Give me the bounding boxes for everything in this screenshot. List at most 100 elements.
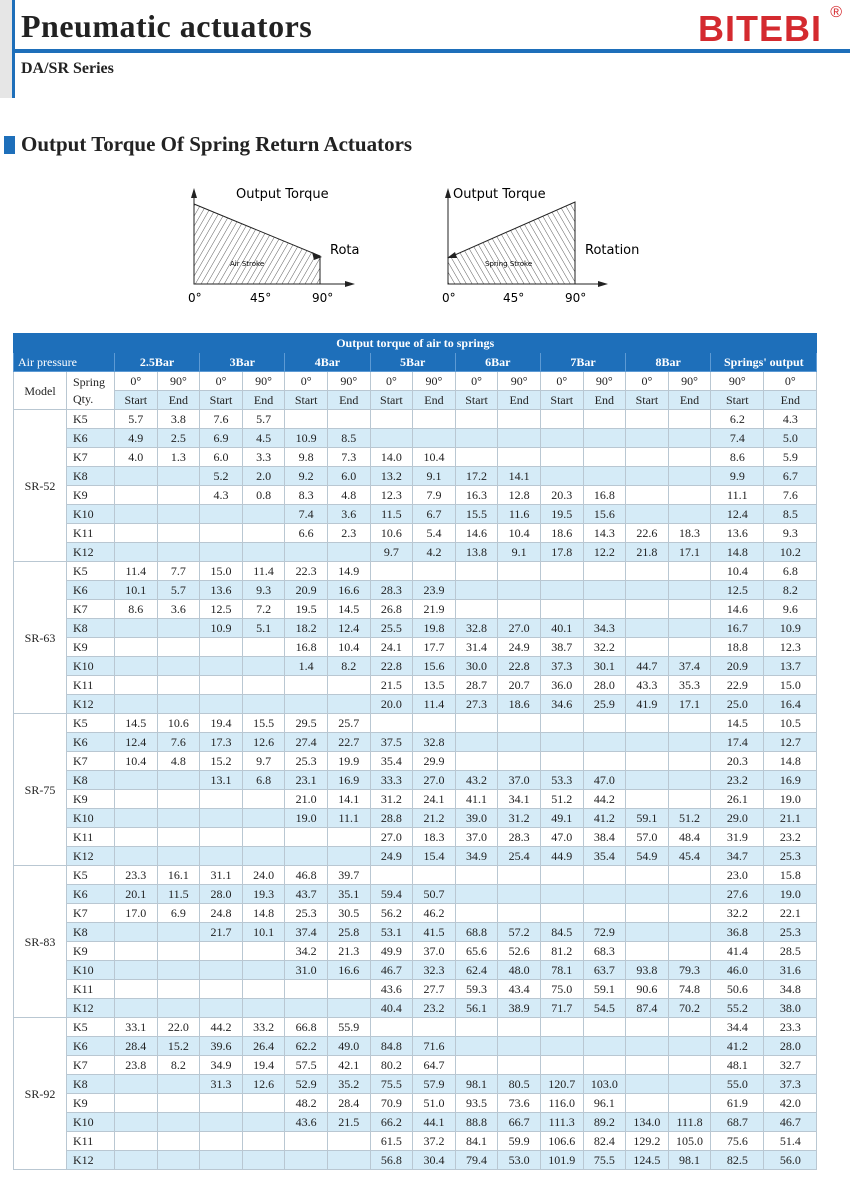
torque-value-cell: 9.8 bbox=[284, 447, 328, 467]
torque-value-cell bbox=[539, 466, 584, 486]
torque-value-cell bbox=[539, 1017, 584, 1037]
x-label: Rotation bbox=[330, 243, 360, 258]
torque-value-cell: 52.9 bbox=[284, 1074, 328, 1094]
y-label: Output Torque bbox=[236, 187, 329, 202]
torque-value-cell: 18.3 bbox=[412, 827, 456, 847]
torque-value-cell: 28.7 bbox=[454, 675, 499, 695]
torque-value-cell: 59.1 bbox=[625, 808, 669, 828]
torque-value-cell: 54.9 bbox=[625, 846, 669, 866]
torque-value-cell: 82.4 bbox=[582, 1131, 627, 1151]
torque-value-cell: 50.6 bbox=[710, 979, 765, 999]
torque-value-cell bbox=[199, 1112, 243, 1132]
position-header: End bbox=[667, 390, 712, 410]
torque-value-cell: 116.0 bbox=[539, 1093, 584, 1113]
table-row: K11 21.5 13.5 28.7 20.7 36.0 28.0 43.3 35.3 22.9 1… bbox=[14, 675, 818, 695]
torque-value-cell: 32.7 bbox=[763, 1055, 818, 1075]
spring-qty-cell: K10 bbox=[66, 656, 115, 676]
torque-value-cell: 23.2 bbox=[763, 827, 818, 847]
torque-value-cell: 34.2 bbox=[284, 941, 328, 961]
torque-value-cell bbox=[667, 561, 712, 581]
torque-value-cell: 75.5 bbox=[369, 1074, 414, 1094]
torque-value-cell: 79.4 bbox=[454, 1150, 499, 1170]
section-marker-icon bbox=[4, 136, 15, 154]
torque-value-cell: 29.5 bbox=[284, 713, 328, 733]
table-row: SR-92 K5 33.1 22.0 44.2 33.2 66.8 55.9 34.4 23.3 bbox=[13, 1017, 818, 1170]
torque-value-cell bbox=[284, 1150, 328, 1170]
torque-value-cell bbox=[625, 1074, 669, 1094]
torque-value-cell bbox=[582, 466, 627, 486]
torque-value-cell: 41.9 bbox=[625, 694, 669, 714]
spring-qty-cell: K8 bbox=[66, 770, 115, 790]
torque-value-cell: 29.9 bbox=[412, 751, 456, 771]
torque-value-cell: 80.5 bbox=[497, 1074, 541, 1094]
torque-value-cell: 56.0 bbox=[763, 1150, 818, 1170]
torque-value-cell: 19.9 bbox=[326, 751, 371, 771]
torque-value-cell: 14.1 bbox=[326, 789, 371, 809]
position-header: Start bbox=[369, 390, 414, 410]
torque-value-cell: 82.5 bbox=[710, 1150, 765, 1170]
torque-value-cell bbox=[241, 846, 286, 866]
torque-value-cell: 19.0 bbox=[763, 884, 818, 904]
torque-value-cell bbox=[454, 580, 499, 600]
torque-value-cell: 31.9 bbox=[710, 827, 765, 847]
torque-value-cell bbox=[539, 428, 584, 448]
torque-value-cell: 21.5 bbox=[326, 1112, 371, 1132]
torque-value-cell bbox=[625, 713, 669, 733]
torque-value-cell: 17.3 bbox=[199, 732, 243, 752]
torque-value-cell: 64.7 bbox=[412, 1055, 456, 1075]
spring-qty-cell: K12 bbox=[66, 846, 115, 866]
torque-value-cell bbox=[454, 865, 499, 885]
y-axis-arrow-icon bbox=[445, 188, 451, 198]
torque-value-cell: 5.0 bbox=[763, 428, 818, 448]
torque-value-cell bbox=[114, 694, 158, 714]
torque-value-cell: 96.1 bbox=[582, 1093, 627, 1113]
torque-value-cell: 2.5 bbox=[156, 428, 201, 448]
torque-value-cell: 8.3 bbox=[284, 485, 328, 505]
torque-value-cell: 28.5 bbox=[763, 941, 818, 961]
torque-value-cell: 6.0 bbox=[326, 466, 371, 486]
torque-value-cell: 3.6 bbox=[156, 599, 201, 619]
torque-value-cell bbox=[582, 428, 627, 448]
torque-value-cell: 71.7 bbox=[539, 998, 584, 1018]
torque-value-cell: 56.8 bbox=[369, 1150, 414, 1170]
spring-qty-cell: K9 bbox=[66, 637, 115, 657]
torque-value-cell: 53.1 bbox=[369, 922, 414, 942]
torque-value-cell: 48.2 bbox=[284, 1093, 328, 1113]
torque-value-cell: 14.6 bbox=[454, 523, 499, 543]
position-header: End bbox=[497, 390, 541, 410]
torque-value-cell bbox=[284, 675, 328, 695]
torque-value-cell bbox=[199, 694, 243, 714]
torque-value-cell bbox=[667, 1036, 712, 1056]
y-label: Output Torque bbox=[453, 187, 546, 202]
spring-qty-cell: K12 bbox=[66, 998, 115, 1018]
spring-qty-cell: K11 bbox=[66, 1131, 115, 1151]
torque-value-cell: 6.7 bbox=[412, 504, 456, 524]
table-row: K7 4.0 1.3 6.0 3.3 9.8 7.3 14.0 10.4 8.6 5.9 bbox=[14, 447, 818, 467]
torque-value-cell bbox=[114, 1112, 158, 1132]
torque-value-cell bbox=[625, 770, 669, 790]
torque-value-cell: 7.6 bbox=[199, 409, 243, 429]
torque-value-cell: 26.8 bbox=[369, 599, 414, 619]
model-cell: SR-83 bbox=[13, 865, 67, 1018]
torque-value-cell: 16.8 bbox=[582, 485, 627, 505]
table-row: K9 16.8 10.4 24.1 17.7 31.4 24.9 38.7 32.2 18.8 12… bbox=[14, 637, 818, 657]
torque-value-cell: 47.0 bbox=[582, 770, 627, 790]
direction-arrow-icon bbox=[447, 252, 457, 258]
torque-value-cell: 15.2 bbox=[199, 751, 243, 771]
torque-value-cell: 16.6 bbox=[326, 960, 371, 980]
angle-header: 90° bbox=[326, 371, 371, 391]
torque-value-cell: 41.1 bbox=[454, 789, 499, 809]
torque-value-cell: 9.7 bbox=[369, 542, 414, 562]
torque-value-cell bbox=[156, 1150, 201, 1170]
angle-header: 90° bbox=[497, 371, 541, 391]
torque-value-cell bbox=[539, 561, 584, 581]
position-header: Start bbox=[114, 390, 158, 410]
torque-value-cell: 52.6 bbox=[497, 941, 541, 961]
torque-value-cell: 31.0 bbox=[284, 960, 328, 980]
torque-value-cell bbox=[539, 1055, 584, 1075]
torque-value-cell bbox=[625, 428, 669, 448]
torque-value-cell: 48.1 bbox=[710, 1055, 765, 1075]
torque-value-cell: 22.1 bbox=[763, 903, 818, 923]
torque-value-cell: 19.0 bbox=[763, 789, 818, 809]
torque-value-cell: 103.0 bbox=[582, 1074, 627, 1094]
